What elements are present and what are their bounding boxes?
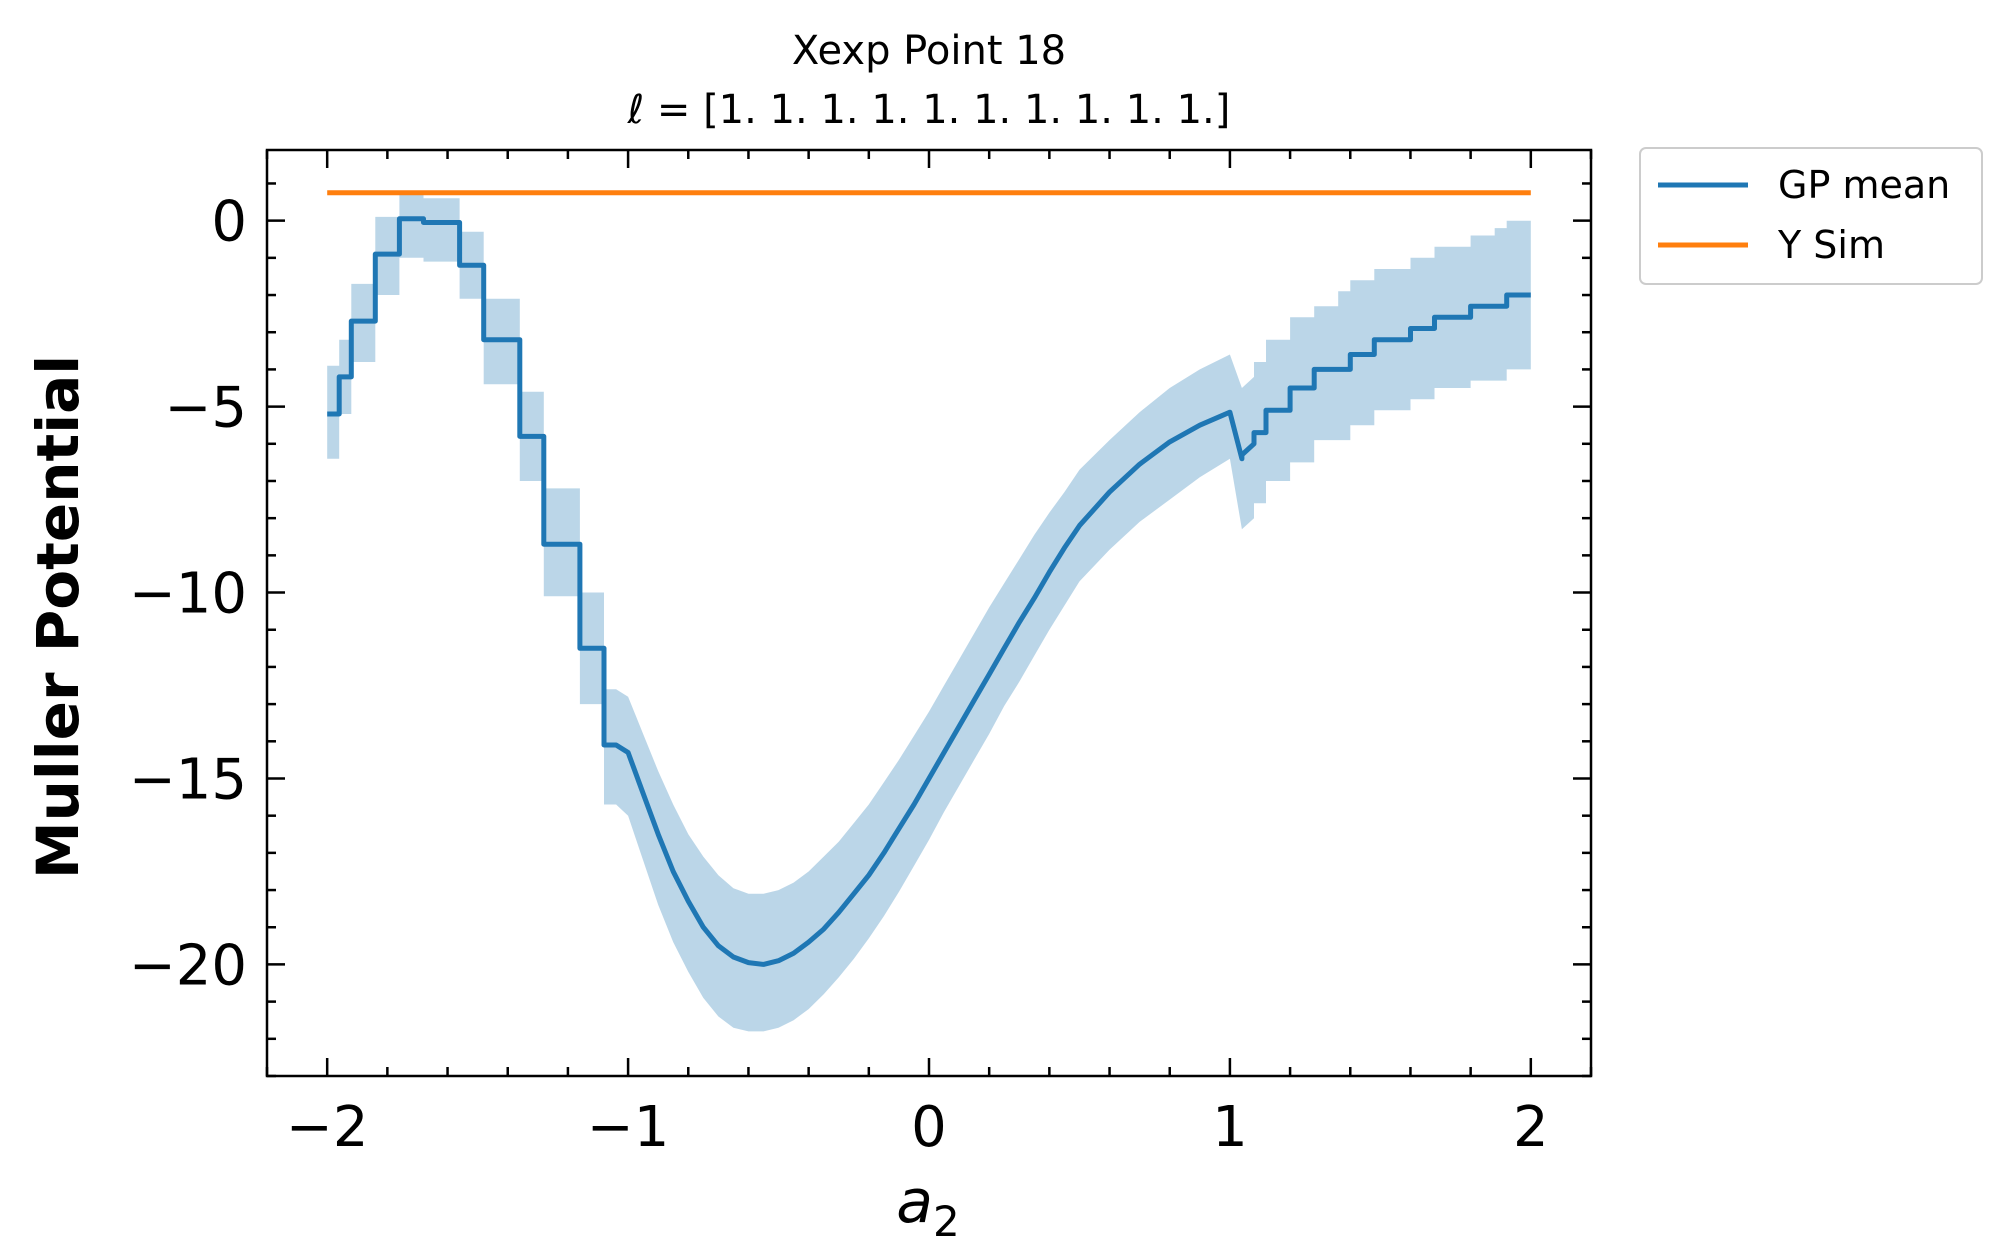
legend-label-y-sim: Y Sim bbox=[1777, 223, 1885, 267]
y-tick-label: −20 bbox=[129, 933, 247, 998]
plot-area bbox=[327, 190, 1531, 1032]
legend: GP mean Y Sim bbox=[1639, 147, 1983, 285]
band-layer bbox=[327, 194, 1531, 1032]
x-tick-label: 2 bbox=[1513, 1095, 1549, 1160]
chart-subtitle: ℓ = [1. 1. 1. 1. 1. 1. 1. 1. 1. 1.] bbox=[627, 87, 1231, 133]
x-axis-label: a2 bbox=[896, 1167, 960, 1246]
series-layer bbox=[327, 190, 1531, 967]
x-tick-label: 0 bbox=[911, 1095, 947, 1160]
confidence-band-gp-mean bbox=[327, 194, 1531, 1032]
x-axis: −2 −1 0 1 2 bbox=[265, 150, 1593, 1160]
y-tick-label: 0 bbox=[211, 190, 247, 255]
legend-box bbox=[1639, 147, 1983, 285]
x-tick-label: 1 bbox=[1212, 1095, 1248, 1160]
y-tick-label: −10 bbox=[129, 562, 247, 627]
x-axis-label-base: a bbox=[896, 1167, 933, 1237]
y-tick-label: −15 bbox=[129, 747, 247, 812]
x-axis-label-subscript: 2 bbox=[933, 1197, 960, 1246]
legend-label-gp-mean: GP mean bbox=[1778, 163, 1950, 207]
y-axis-label: Muller Potential bbox=[24, 355, 92, 879]
chart-title: Xexp Point 18 bbox=[792, 28, 1066, 74]
x-tick-label: −2 bbox=[286, 1095, 369, 1160]
x-tick-label: −1 bbox=[587, 1095, 670, 1160]
y-axis: 0 −5 −10 −15 −20 bbox=[129, 182, 1591, 1078]
y-tick-label: −5 bbox=[164, 376, 247, 441]
series-line-gp-mean bbox=[327, 216, 1531, 967]
